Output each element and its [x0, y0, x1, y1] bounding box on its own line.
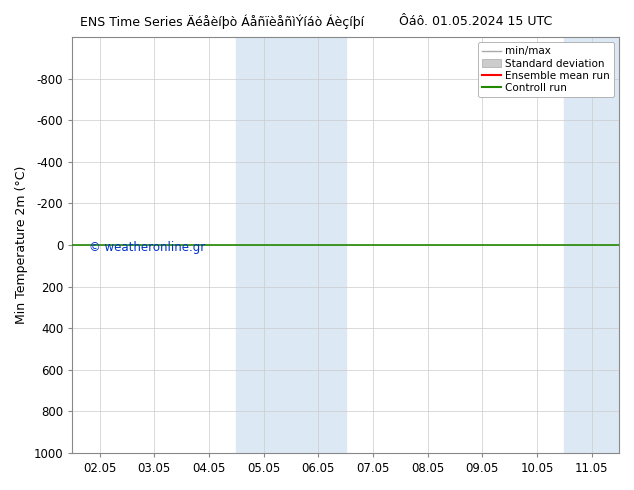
Text: ENS Time Series Äéåèíþò ÁåñïèåñìÝíáò Áèçíþí: ENS Time Series Äéåèíþò ÁåñïèåñìÝíáò Áèç…	[80, 15, 364, 29]
Legend: min/max, Standard deviation, Ensemble mean run, Controll run: min/max, Standard deviation, Ensemble me…	[478, 42, 614, 97]
Bar	[236, 37, 346, 453]
Y-axis label: Min Temperature 2m (°C): Min Temperature 2m (°C)	[15, 166, 28, 324]
Bar	[564, 37, 619, 453]
Text: © weatheronline.gr: © weatheronline.gr	[89, 241, 205, 254]
Text: Ôáô. 01.05.2024 15 UTC: Ôáô. 01.05.2024 15 UTC	[399, 15, 552, 28]
